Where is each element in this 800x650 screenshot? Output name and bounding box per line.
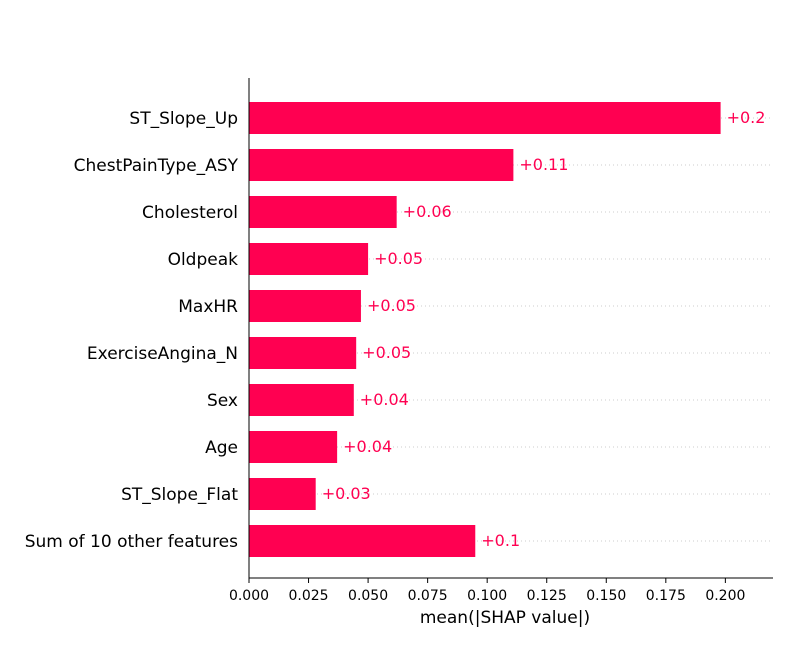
category-label: ChestPainType_ASY <box>74 156 239 176</box>
x-tick-label: 0.075 <box>408 588 448 604</box>
axes: 0.000 0.025 0.050 0.075 0.100 0.125 0.150 0.175… <box>229 78 773 628</box>
category-label: ST_Slope_Up <box>129 109 238 129</box>
value-label: +0.11 <box>519 155 568 174</box>
category-label: Sex <box>207 391 238 411</box>
category-label: ST_Slope_Flat <box>121 485 238 505</box>
bar <box>249 384 354 416</box>
value-label: +0.03 <box>322 484 371 503</box>
value-labels: +0.2 +0.11 +0.06 +0.05 +0.05 +0.05 +0.04 +0.04 +… <box>322 108 766 550</box>
x-tick-label: 0.175 <box>646 588 686 604</box>
x-axis-title: mean(|SHAP value|) <box>420 608 590 628</box>
value-label: +0.2 <box>727 108 766 127</box>
category-label: Age <box>205 438 238 458</box>
x-axis-ticks: 0.000 0.025 0.050 0.075 0.100 0.125 0.150 0.175… <box>229 578 745 604</box>
value-label: +0.05 <box>367 296 416 315</box>
category-label: MaxHR <box>178 297 238 317</box>
grid-lines <box>249 117 773 542</box>
bar <box>249 431 338 463</box>
category-labels: ST_Slope_Up ChestPainType_ASY Cholesterol O… <box>25 109 239 552</box>
value-label: +0.04 <box>360 390 409 409</box>
bar <box>249 478 316 510</box>
bar <box>249 149 514 181</box>
value-label: +0.05 <box>374 249 423 268</box>
category-label: Cholesterol <box>142 203 238 223</box>
bars <box>249 102 721 557</box>
x-tick-label: 0.125 <box>527 588 567 604</box>
x-tick-label: 0.200 <box>705 588 745 604</box>
category-label: Sum of 10 other features <box>25 532 238 552</box>
value-label: +0.05 <box>362 343 411 362</box>
bar <box>249 337 357 369</box>
x-tick-label: 0.150 <box>586 588 626 604</box>
x-tick-label: 0.100 <box>467 588 507 604</box>
bar <box>249 290 361 322</box>
bar <box>249 525 476 557</box>
x-tick-label: 0.025 <box>288 588 328 604</box>
bar <box>249 102 721 134</box>
category-label: ExerciseAngina_N <box>87 344 238 364</box>
bar <box>249 243 369 275</box>
x-tick-label: 0.000 <box>229 588 269 604</box>
value-label: +0.04 <box>343 437 392 456</box>
category-label: Oldpeak <box>168 250 239 270</box>
x-tick-label: 0.050 <box>348 588 388 604</box>
bar <box>249 196 397 228</box>
value-label: +0.06 <box>403 202 452 221</box>
value-label: +0.1 <box>481 531 520 550</box>
